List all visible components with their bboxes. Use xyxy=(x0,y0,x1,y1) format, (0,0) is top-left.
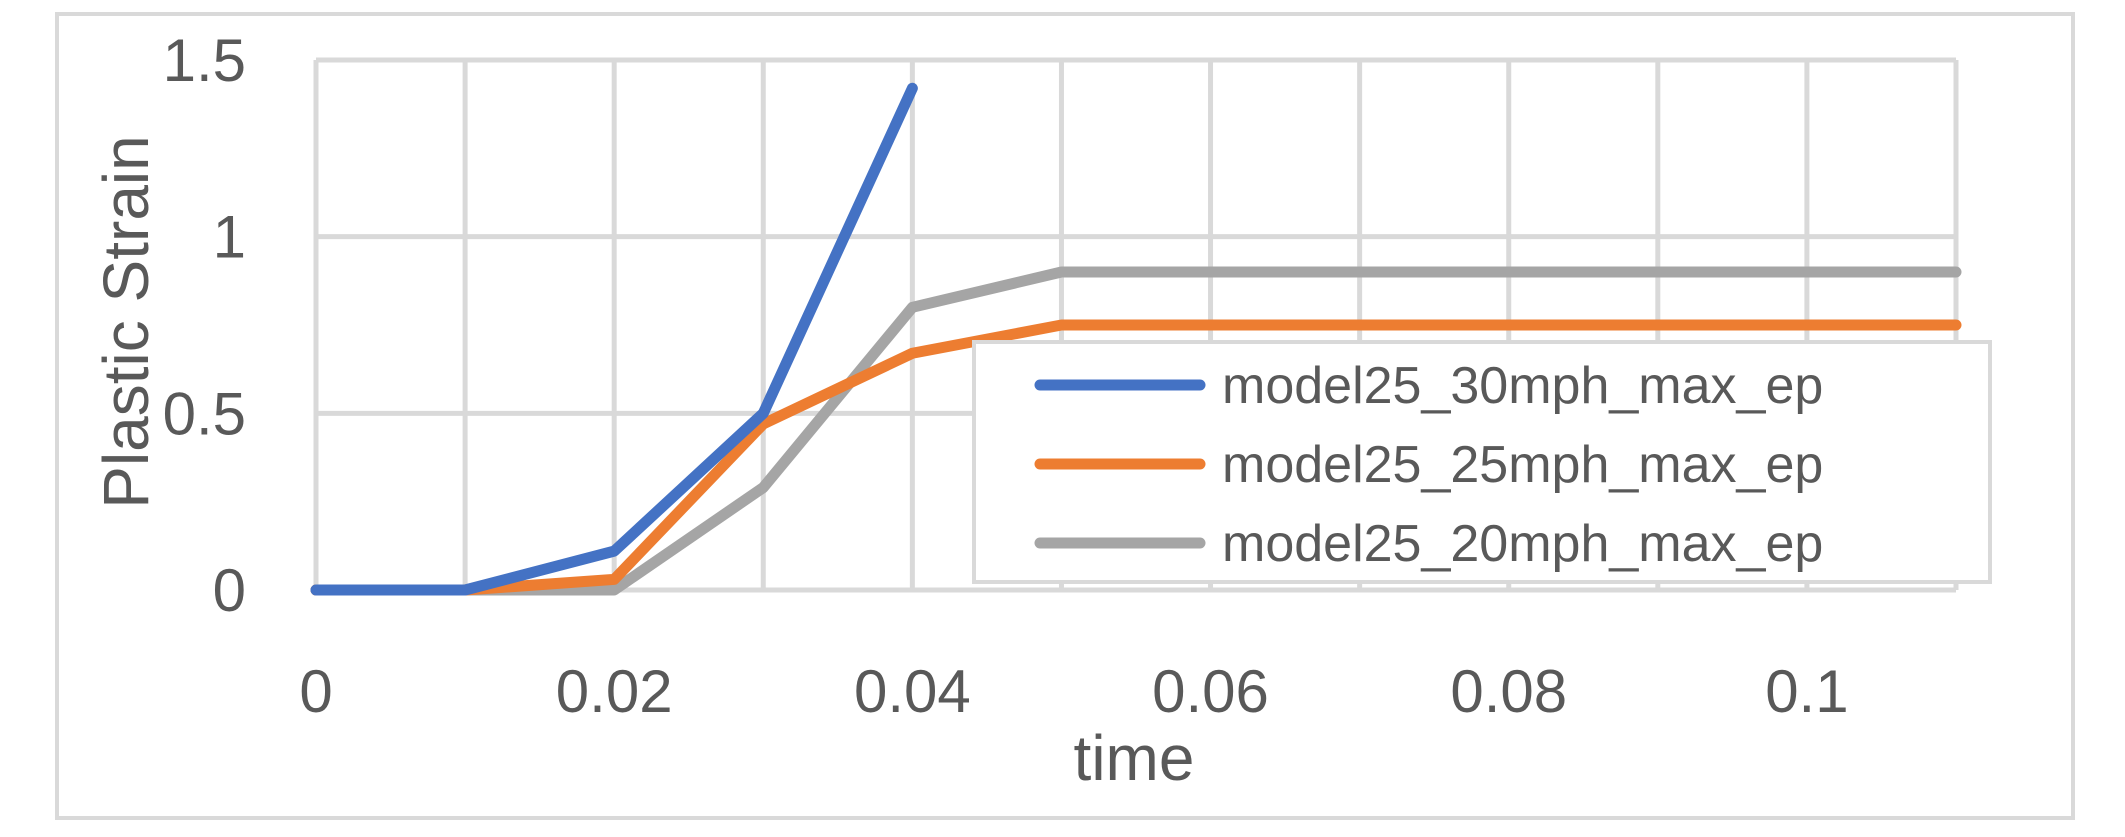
y-axis-title: Plastic Strain xyxy=(90,135,162,508)
x-tick-label: 0 xyxy=(299,658,332,725)
x-tick-label: 0.1 xyxy=(1765,658,1848,725)
x-tick-label: 0.06 xyxy=(1152,658,1269,725)
legend-label: model25_25mph_max_ep xyxy=(1222,436,1823,494)
legend-label: model25_20mph_max_ep xyxy=(1222,515,1823,573)
x-axis-title: time xyxy=(1074,722,1195,794)
tick-labels: 0 0.02 0.04 0.06 0.08 0.1 0 0.5 1 1.5 xyxy=(163,27,1849,725)
legend-items: model25_30mph_max_ep model25_25mph_max_ep… xyxy=(1034,357,1823,573)
series-line-model25_30mph_max_ep xyxy=(310,82,918,596)
x-tick-label: 0.04 xyxy=(854,658,971,725)
legend: model25_30mph_max_ep model25_25mph_max_ep… xyxy=(972,340,1992,584)
series-lines xyxy=(310,82,1962,596)
series-line-model25_25mph_max_ep xyxy=(310,319,1962,596)
series-line-model25_20mph_max_ep xyxy=(310,266,1962,596)
legend-label: model25_30mph_max_ep xyxy=(1222,357,1823,415)
y-tick-label: 1.5 xyxy=(163,27,246,94)
y-tick-label: 0.5 xyxy=(163,380,246,447)
y-tick-label: 0 xyxy=(213,557,246,624)
x-tick-label: 0.02 xyxy=(556,658,673,725)
x-tick-label: 0.08 xyxy=(1450,658,1567,725)
y-tick-label: 1 xyxy=(213,204,246,271)
